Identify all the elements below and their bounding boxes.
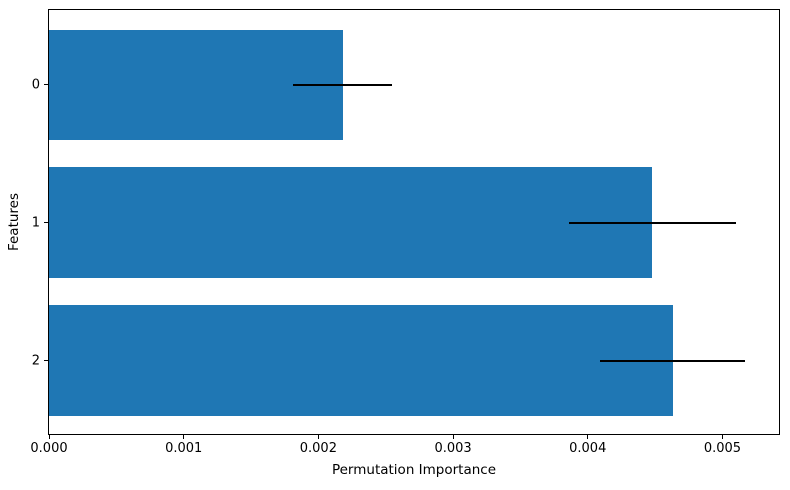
x-tick-mark <box>317 435 319 439</box>
y-tick-mark <box>44 222 48 224</box>
plot-area <box>48 9 780 435</box>
x-tick-mark <box>48 435 50 439</box>
error-bar-feature-1 <box>568 221 736 224</box>
y-tick-label: 0 <box>31 77 40 93</box>
bar-feature-1 <box>49 167 653 278</box>
x-tick-label: 0.002 <box>299 441 337 456</box>
x-tick-mark <box>183 435 185 439</box>
y-tick-mark <box>44 360 48 361</box>
error-bar-feature-2 <box>599 359 746 362</box>
y-tick-label: 2 <box>31 353 40 368</box>
error-bar-feature-0 <box>292 83 393 86</box>
x-tick-mark <box>452 435 454 439</box>
x-tick-label: 0.003 <box>434 441 472 456</box>
y-tick-mark <box>44 84 48 86</box>
x-tick-label: 0.000 <box>30 441 68 456</box>
x-tick-mark <box>587 435 589 439</box>
x-tick-label: 0.004 <box>569 441 607 456</box>
x-tick-label: 0.001 <box>165 441 203 456</box>
x-axis-label: Permutation Importance <box>331 462 497 478</box>
bar-feature-2 <box>49 305 673 416</box>
y-tick-label: 1 <box>31 215 40 231</box>
x-tick-label: 0.005 <box>703 441 742 456</box>
x-tick-mark <box>721 435 723 439</box>
